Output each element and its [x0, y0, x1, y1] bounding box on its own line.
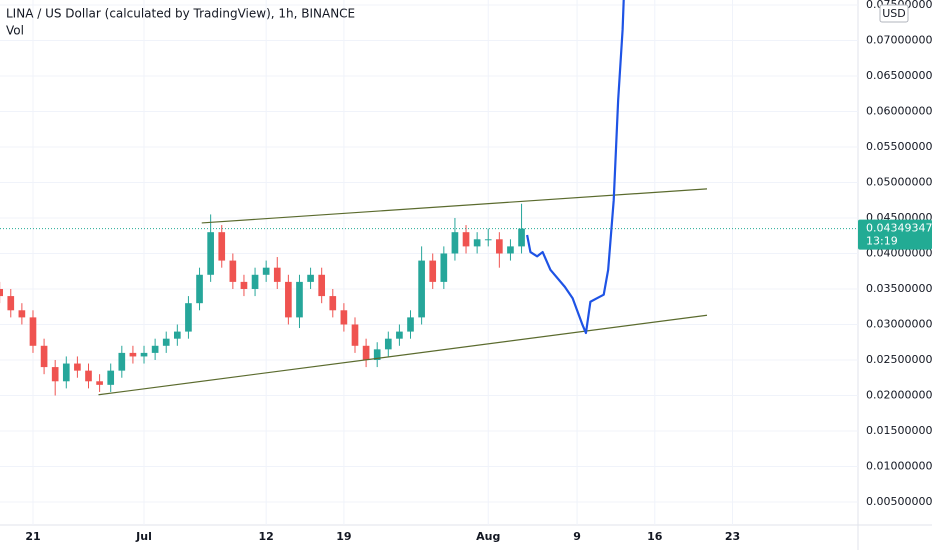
candle-body: [7, 296, 15, 311]
candle-body: [140, 352, 148, 357]
candle-body: [351, 324, 359, 346]
candle-body: [96, 381, 103, 385]
candle-body: [74, 363, 81, 371]
y-tick-label: 0.01000000: [866, 459, 932, 472]
candle-body: [240, 281, 248, 289]
candle-body: [329, 296, 337, 311]
y-tick-label: 0.02000000: [866, 388, 932, 401]
last-price-box: [858, 219, 932, 250]
candle-body: [462, 232, 470, 247]
x-tick-label: Aug: [476, 530, 500, 543]
plot-area: [0, 0, 858, 525]
projection-path: [526, 0, 625, 335]
x-tick-label: 23: [725, 530, 740, 543]
y-tick-label: 0.03000000: [866, 317, 932, 330]
candle-body: [251, 274, 259, 289]
chart-title: LINA / US Dollar (calculated by TradingV…: [6, 7, 355, 21]
candle-body: [162, 338, 170, 346]
candle-body: [62, 363, 70, 382]
x-tick-label: 19: [336, 530, 351, 543]
candle-body: [40, 345, 48, 368]
x-tick-label: 12: [259, 530, 274, 543]
candle-body: [229, 260, 237, 282]
y-tick-label: 0.06000000: [866, 104, 932, 117]
candle-body: [384, 338, 392, 350]
candle-body: [173, 331, 181, 339]
candle-body: [396, 331, 403, 339]
candle-body: [262, 267, 270, 275]
candle-body: [429, 260, 437, 282]
candle-body: [196, 274, 203, 304]
y-tick-label: 0.02500000: [866, 353, 932, 366]
currency: USD: [882, 7, 906, 20]
candle-body: [151, 345, 159, 353]
candle-body: [307, 274, 314, 282]
candle-body: [418, 260, 425, 318]
candle-body: [518, 228, 525, 247]
x-tick-label: 21: [25, 530, 40, 543]
candle-body: [129, 352, 137, 357]
candle-body: [473, 239, 481, 247]
last-price-label: 0.04349347: [866, 222, 932, 235]
candle-body: [484, 239, 492, 241]
candle-body: [185, 303, 192, 332]
y-tick-label: 0.05000000: [866, 175, 932, 188]
y-tick-label: 0.07000000: [866, 33, 932, 46]
candle-body: [207, 232, 214, 275]
candle-body: [340, 310, 348, 325]
y-tick-label: 0.04000000: [866, 246, 932, 259]
candle-body: [85, 370, 92, 382]
y-tick-label: 0.00500000: [866, 495, 932, 508]
x-tick-label: 16: [647, 530, 663, 543]
candle-body: [362, 345, 370, 360]
countdown: 13:19: [866, 235, 898, 248]
candle-body: [18, 310, 26, 318]
y-tick-label: 0.05500000: [866, 140, 932, 153]
x-tick-label: 9: [573, 530, 581, 543]
candle-body: [107, 370, 115, 385]
candle-body: [507, 246, 514, 254]
trendline: [98, 314, 708, 396]
candle-body: [51, 367, 59, 382]
trendline: [201, 188, 708, 224]
candle-body: [0, 288, 3, 297]
candle-body: [440, 253, 448, 282]
candle-body: [296, 281, 303, 318]
x-tick-label: Jul: [135, 530, 152, 543]
candle-body: [218, 232, 226, 261]
candle-body: [318, 274, 326, 297]
candle-body: [285, 281, 292, 318]
candle-body: [373, 349, 381, 360]
candle-body: [118, 352, 126, 371]
candle-body: [451, 232, 459, 254]
currency-box: [879, 4, 909, 23]
candle-body: [496, 239, 503, 254]
y-tick-label: 0.01500000: [866, 424, 932, 437]
candle-body: [29, 317, 37, 346]
candle-body: [407, 317, 414, 332]
y-tick-label: 0.06500000: [866, 69, 932, 82]
candle-body: [273, 267, 281, 282]
subtitle: Vol: [6, 24, 24, 38]
y-tick-label: 0.03500000: [866, 282, 932, 295]
